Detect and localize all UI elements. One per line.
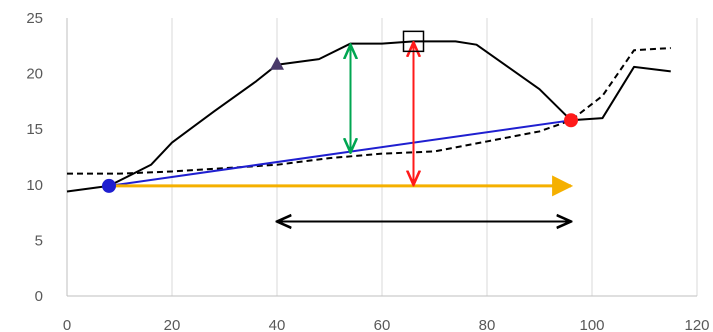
y-tick-label: 10 bbox=[26, 177, 43, 194]
y-tick-label: 20 bbox=[26, 66, 43, 83]
x-tick-label: 120 bbox=[684, 317, 709, 332]
marker-layer bbox=[102, 30, 578, 193]
circle-marker-0 bbox=[102, 178, 116, 193]
series-layer bbox=[66, 40, 671, 193]
x-tick-label: 20 bbox=[164, 317, 181, 332]
tick-labels: 0 20 40 60 80 100 120 0 5 10 15 20 25 bbox=[26, 10, 709, 332]
y-tick-label: 15 bbox=[26, 121, 43, 138]
series-line-0 bbox=[66, 40, 671, 193]
circle-marker-1 bbox=[564, 113, 578, 128]
series-line-2 bbox=[108, 119, 572, 187]
x-tick-label: 40 bbox=[269, 317, 286, 332]
y-tick-label: 0 bbox=[35, 288, 43, 305]
x-tick-label: 60 bbox=[374, 317, 391, 332]
x-tick-label: 100 bbox=[579, 317, 604, 332]
grid-lines bbox=[171, 18, 698, 296]
x-tick-label: 80 bbox=[479, 317, 496, 332]
x-tick-label: 0 bbox=[63, 317, 71, 332]
y-tick-label: 5 bbox=[35, 232, 43, 249]
square-marker-3 bbox=[402, 30, 425, 53]
axes bbox=[66, 18, 697, 297]
arrow-layer bbox=[109, 42, 574, 221]
triangle-marker-2 bbox=[270, 56, 284, 70]
dashed-series-line-1 bbox=[67, 47, 671, 175]
y-tick-label: 25 bbox=[26, 10, 43, 27]
